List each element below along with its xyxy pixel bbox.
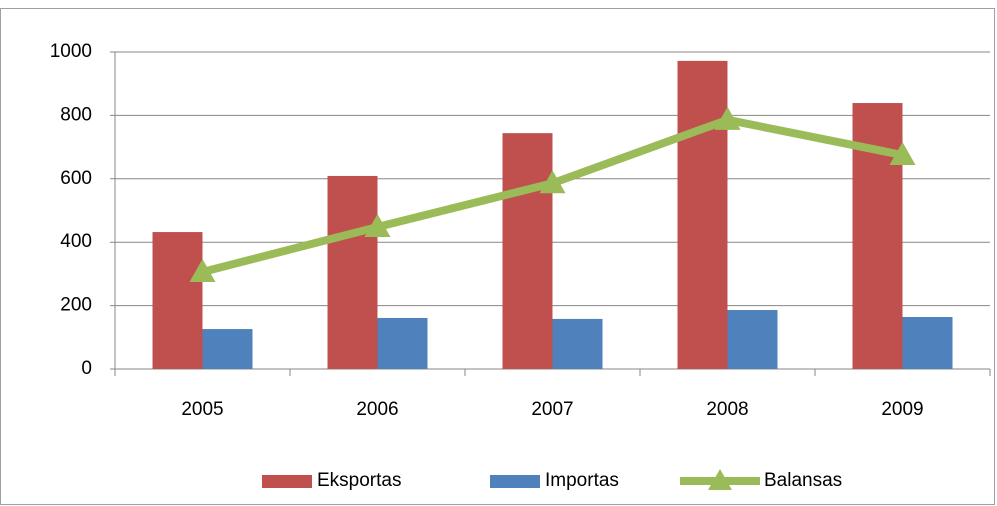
bar	[377, 317, 428, 369]
bar	[727, 310, 778, 369]
legend-label: Importas	[545, 470, 619, 491]
y-tick-label: 600	[60, 168, 92, 189]
bar	[552, 318, 603, 369]
x-tick-label: 2005	[181, 399, 223, 420]
line-marker	[889, 142, 916, 166]
legend-label: Eksportas	[317, 470, 401, 491]
legend-swatch	[490, 475, 540, 488]
y-tick-label: 400	[60, 231, 92, 252]
bar	[202, 329, 253, 369]
legend-label: Balansas	[764, 470, 842, 491]
bar	[152, 232, 203, 369]
legend-swatch	[262, 475, 312, 488]
line-marker	[714, 106, 741, 130]
line-marker	[539, 170, 566, 194]
bar	[327, 175, 378, 369]
x-tick-label: 2009	[881, 399, 923, 420]
bar	[677, 60, 728, 369]
bar	[502, 133, 553, 369]
x-tick-label: 2006	[356, 399, 398, 420]
y-tick-label: 0	[81, 358, 92, 379]
chart-frame	[0, 8, 995, 505]
x-tick-label: 2008	[706, 399, 748, 420]
bar	[902, 317, 953, 369]
y-tick-label: 1000	[50, 41, 92, 62]
x-tick-label: 2007	[531, 399, 573, 420]
line-marker	[189, 258, 216, 282]
legend-marker	[708, 469, 732, 490]
y-tick-label: 200	[60, 295, 92, 316]
line-marker	[364, 213, 391, 237]
y-tick-label: 800	[60, 104, 92, 125]
